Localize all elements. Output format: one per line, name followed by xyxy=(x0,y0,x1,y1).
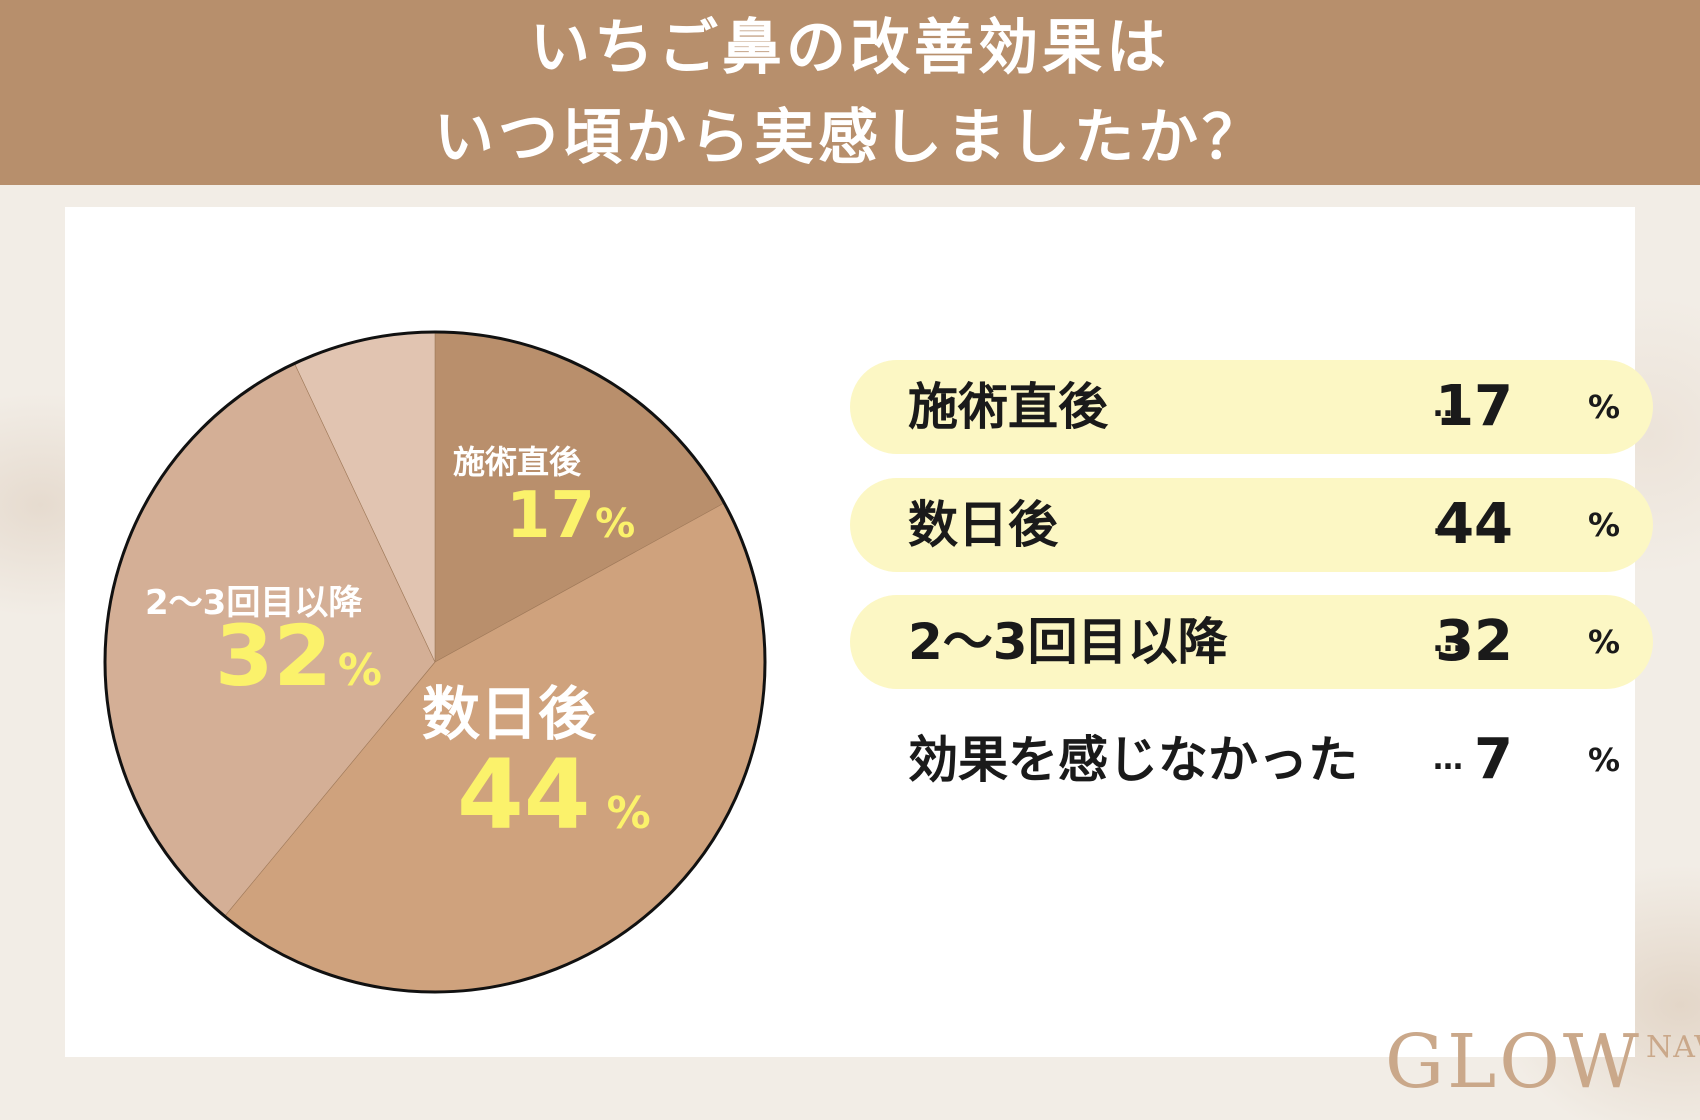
pie-outline xyxy=(103,330,767,994)
logo-text: GLOW xyxy=(1385,1019,1642,1105)
legend-dots: … xyxy=(1433,624,1463,659)
legend-label: 施術直後 xyxy=(908,378,1108,436)
legend-row: 施術直後 … 17 % xyxy=(850,360,1653,454)
legend-unit: % xyxy=(1588,741,1621,779)
page-title-line1: いちご鼻の改善効果は xyxy=(530,13,1170,83)
legend-value: 7 xyxy=(1474,727,1513,792)
legend-unit: % xyxy=(1588,388,1621,426)
content-card: 施術直後 17% 数日後 44% 2〜3回目以降 32% 施術直後 … 17 %… xyxy=(65,207,1653,1057)
page-title-line2: いつ頃から実感しましたか？ xyxy=(434,103,1266,173)
header-banner: いちご鼻の改善効果は いつ頃から実感しましたか？ xyxy=(0,0,1700,185)
slice-label-0-value: 17 xyxy=(506,479,596,553)
slice-label-2-value: 32 xyxy=(215,607,332,705)
slice-label-2-unit: % xyxy=(337,645,382,696)
slice-label-0-unit: % xyxy=(595,501,636,547)
legend-label: 2〜3回目以降 xyxy=(908,613,1228,671)
slice-label-2-name: 2〜3回目以降 xyxy=(145,583,363,623)
legend-value: 32 xyxy=(1435,609,1513,674)
slice-label-0-value-group: 17% xyxy=(506,479,635,553)
legend-dots: … xyxy=(1433,507,1463,542)
slice-label-2-value-group: 32% xyxy=(215,607,382,705)
logo-suffix: NAVI xyxy=(1645,1030,1700,1065)
legend-row: 数日後 … 44 % xyxy=(850,478,1653,572)
slice-label-1-name: 数日後 xyxy=(422,680,597,748)
legend-value: 17 xyxy=(1435,374,1513,439)
slice-label-1-value-group: 44% xyxy=(457,739,651,851)
slice-label-0-name: 施術直後 xyxy=(453,443,582,481)
slice-label-1-unit: % xyxy=(606,788,651,839)
legend-value: 44 xyxy=(1435,492,1513,557)
pie-chart xyxy=(103,330,767,994)
legend-row: 2〜3回目以降 … 32 % xyxy=(850,595,1653,689)
legend-dots: … xyxy=(1433,389,1463,424)
slice-label-1-value: 44 xyxy=(457,739,591,851)
legend-unit: % xyxy=(1588,506,1621,544)
legend-unit: % xyxy=(1588,623,1621,661)
legend-label: 効果を感じなかった xyxy=(908,731,1358,789)
legend-row: 効果を感じなかった … 7 % xyxy=(850,713,1653,807)
legend-label: 数日後 xyxy=(908,496,1058,554)
legend-dots: … xyxy=(1433,742,1463,777)
brand-logo: GLOWNAVI xyxy=(1385,1022,1700,1102)
